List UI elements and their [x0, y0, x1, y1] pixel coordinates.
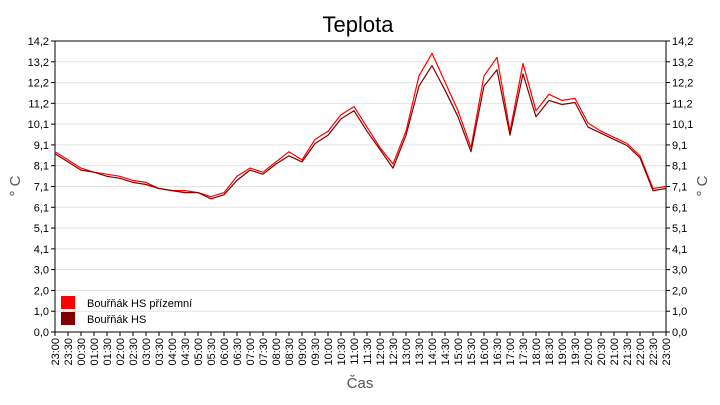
y-tick-label-right: 11,2	[672, 98, 693, 110]
x-tick-label: 16:00	[479, 338, 491, 366]
y-tick-label: 2,0	[34, 285, 49, 297]
y-axis-label: ° C	[7, 175, 24, 196]
x-tick-label: 10:00	[323, 338, 335, 366]
x-tick-label: 18:30	[544, 338, 556, 366]
x-tick-label: 06:00	[219, 338, 231, 366]
y-tick-label-right: 14,2	[672, 36, 693, 48]
x-tick-label: 08:30	[284, 338, 296, 366]
y-tick-label: 6,1	[34, 202, 49, 214]
x-tick-label: 20:00	[583, 338, 595, 366]
x-tick-label: 19:30	[570, 338, 582, 366]
x-tick-label: 13:00	[401, 338, 413, 366]
x-tick-label: 05:30	[206, 338, 218, 366]
x-tick-label: 19:00	[557, 338, 569, 366]
gridlines	[55, 40, 666, 333]
x-tick-label: 22:00	[635, 338, 647, 366]
series-line-2	[54, 65, 667, 200]
x-tick-label: 12:30	[388, 338, 400, 366]
x-tick-label: 09:30	[310, 338, 322, 366]
x-tick-label: 04:30	[180, 338, 192, 366]
y-tick-label-right: 4,1	[672, 244, 687, 256]
y-tick-label: 11,2	[28, 98, 49, 110]
y-tick-label-right: 6,1	[672, 202, 687, 214]
legend-swatch	[61, 296, 75, 309]
x-tick-label: 11:00	[349, 338, 361, 365]
x-tick-label: 00:30	[76, 338, 88, 366]
x-tick-label: 10:30	[336, 338, 348, 366]
x-tick-label: 07:30	[258, 338, 270, 366]
x-tick-label: 23:00	[661, 338, 673, 366]
y-axis-label-right: ° C	[694, 175, 711, 196]
y-tick-label-right: 7,1	[672, 182, 687, 194]
legend-label: Bouřňák HS přízemní	[87, 298, 192, 310]
x-tick-label: 13:30	[414, 338, 426, 366]
x-tick-label: 09:00	[297, 338, 309, 366]
x-tick-label: 07:00	[245, 338, 257, 366]
x-tick-label: 17:30	[518, 338, 530, 366]
x-tick-label: 16:30	[492, 338, 504, 366]
series-layer	[54, 52, 667, 200]
x-tick-label: 14:00	[427, 338, 439, 366]
y-tick-label: 7,1	[34, 182, 49, 194]
x-tick-label: 04:00	[167, 338, 179, 366]
y-tick-label: 5,1	[34, 223, 49, 235]
x-tick-label: 14:30	[440, 338, 452, 366]
x-tick-label: 21:00	[609, 338, 621, 366]
x-tick-label: 18:00	[531, 338, 543, 366]
x-tick-label: 12:00	[375, 338, 387, 366]
y-tick-label: 14,2	[28, 36, 49, 48]
y-tick-label-right: 13,2	[672, 57, 693, 69]
series-line-1	[54, 52, 667, 198]
y-tick-label: 0,0	[34, 327, 49, 339]
x-tick-label: 03:30	[154, 338, 166, 366]
x-tick-label: 22:30	[648, 338, 660, 366]
y-tick-label-right: 3,0	[672, 265, 687, 277]
y-tick-label-right: 0,0	[672, 327, 687, 339]
x-tick-label: 05:00	[193, 338, 205, 366]
x-tick-label: 17:00	[505, 338, 517, 366]
x-tick-label: 23:00	[50, 338, 62, 366]
y-tick-label: 9,1	[34, 140, 49, 152]
y-tick-label-right: 8,1	[672, 161, 687, 173]
x-tick-label: 02:30	[128, 338, 140, 366]
x-tick-label: 21:30	[622, 338, 634, 366]
y-axis-left: 0,0 1,0 2,0 3,0 4,1 5,1 6,1 7,1 8,1 9,1 10,1 11,2 12…	[28, 36, 55, 339]
legend-label: Bouřňák HS	[87, 314, 146, 326]
x-tick-label: 01:30	[102, 338, 114, 366]
y-tick-label-right: 5,1	[672, 223, 687, 235]
y-axis-right: 0,0 1,0 2,0 3,0 4,1 5,1 6,1 7,1 8,1 9,1 10,1 11,2 12…	[666, 36, 693, 339]
x-tick-label: 15:30	[466, 338, 478, 366]
x-axis: 23:00 23:30 00:30 01:00 01:30 02:00 02:30 03:00…	[50, 332, 673, 366]
y-tick-label: 10,1	[28, 119, 49, 131]
x-tick-label: 03:00	[141, 338, 153, 366]
y-tick-label: 8,1	[34, 161, 49, 173]
x-tick-label: 02:00	[115, 338, 127, 366]
x-tick-label: 01:00	[89, 338, 101, 366]
x-tick-label: 06:30	[232, 338, 244, 366]
x-tick-label: 15:00	[453, 338, 465, 366]
x-tick-label: 20:30	[596, 338, 608, 366]
x-axis-label: Čas	[347, 375, 374, 392]
chart-title: Teplota	[323, 12, 395, 37]
y-tick-label-right: 1,0	[672, 306, 687, 318]
legend-swatch	[61, 312, 75, 325]
legend: Bouřňák HS přízemní Bouřňák HS	[61, 296, 192, 326]
y-tick-label-right: 10,1	[672, 119, 693, 131]
x-tick-label: 23:30	[63, 338, 75, 366]
y-tick-label-right: 2,0	[672, 285, 687, 297]
y-tick-label: 1,0	[34, 306, 49, 318]
x-tick-label: 11:30	[362, 338, 374, 365]
y-tick-label: 13,2	[28, 57, 49, 69]
y-tick-label-right: 12,2	[672, 78, 693, 90]
y-tick-label-right: 9,1	[672, 140, 687, 152]
y-tick-label: 3,0	[34, 265, 49, 277]
y-tick-label: 4,1	[34, 244, 49, 256]
x-tick-label: 08:00	[271, 338, 283, 366]
y-tick-label: 12,2	[28, 78, 49, 90]
